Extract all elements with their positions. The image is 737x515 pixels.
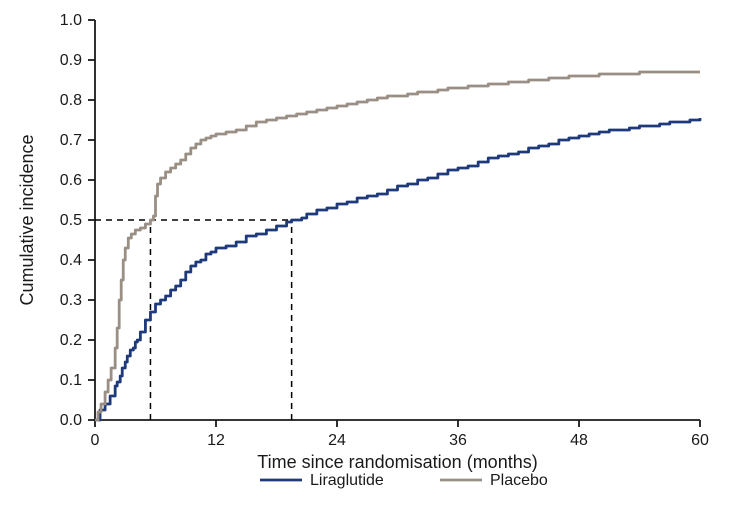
y-tick-label: 1.0 [60,12,82,29]
y-tick-label: 0.0 [60,412,82,429]
x-tick-label: 60 [691,432,709,449]
y-tick-label: 0.8 [60,92,82,109]
series-liraglutide [95,118,700,420]
km-chart: 0.0 0.1 0.2 0.3 0.4 0.5 0.6 0.7 0.8 0.9 1.0 0 12 24 36… [0,0,737,515]
y-tick-label: 0.4 [60,252,82,269]
y-tick-label: 0.6 [60,172,82,189]
chart-container: 0.0 0.1 0.2 0.3 0.4 0.5 0.6 0.7 0.8 0.9 1.0 0 12 24 36… [0,0,737,515]
x-tick-label: 36 [449,432,467,449]
y-tick-label: 0.1 [60,372,82,389]
y-axis-label: Cumulative incidence [17,134,37,305]
legend-label: Placebo [490,472,548,489]
y-tick-label: 0.7 [60,132,82,149]
y-tick-label: 0.2 [60,332,82,349]
x-tick-label: 24 [328,432,346,449]
x-axis-label: Time since randomisation (months) [257,452,537,472]
series-placebo [95,72,700,420]
y-tick-label: 0.5 [60,212,82,229]
x-tick-label: 0 [91,432,100,449]
legend-label: Liraglutide [310,472,384,489]
x-tick-label: 48 [570,432,588,449]
x-tick-label: 12 [207,432,225,449]
y-tick-label: 0.3 [60,292,82,309]
y-tick-label: 0.9 [60,52,82,69]
